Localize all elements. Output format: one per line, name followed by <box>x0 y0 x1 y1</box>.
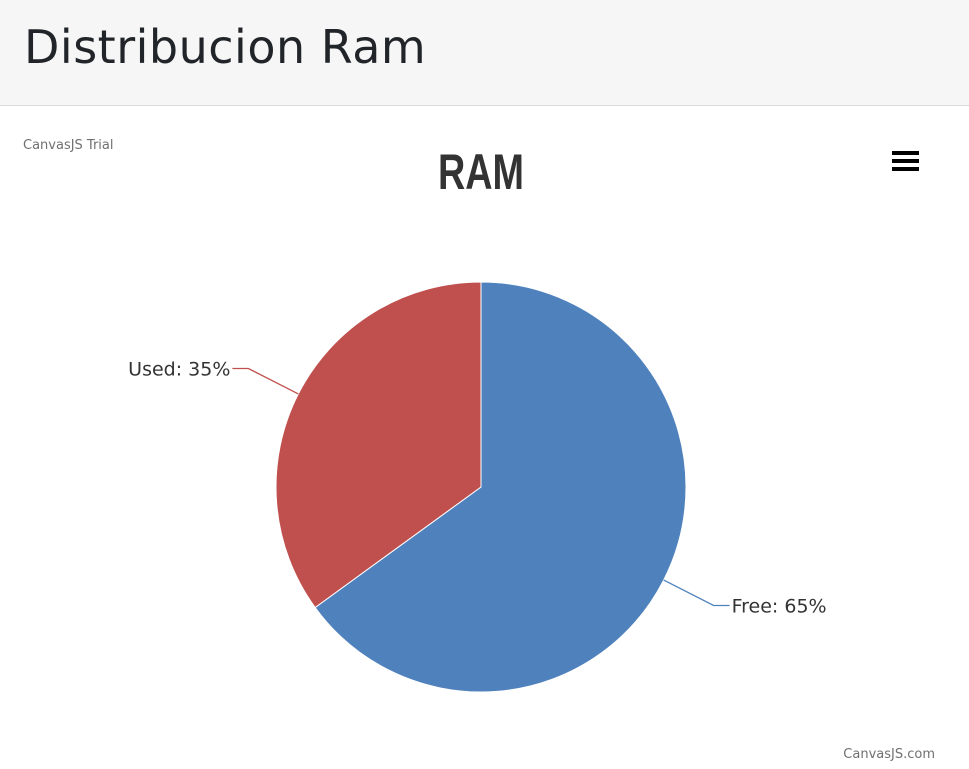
canvasjs-credit-link[interactable]: CanvasJS.com <box>843 747 935 762</box>
hamburger-menu-icon <box>892 151 919 155</box>
label-leader-line-used <box>232 367 299 395</box>
hamburger-menu-icon-bar <box>892 167 919 171</box>
pie-slice-used[interactable] <box>275 281 482 609</box>
pie-slice-free[interactable] <box>314 281 687 693</box>
label-leader-line-free <box>663 579 730 607</box>
chart-title: RAM <box>438 144 524 200</box>
pie-chart: RAM Free: 65% Used: 35% <box>128 144 827 693</box>
page-header: Distribucion Ram <box>0 0 969 106</box>
pie-label-used: Used: 35% <box>128 359 230 381</box>
trial-watermark: CanvasJS Trial <box>23 138 114 153</box>
hamburger-menu-icon-bar <box>892 159 919 163</box>
page-title: Distribucion Ram <box>24 20 427 74</box>
chart-container: RAM Free: 65% Used: 35% CanvasJS Trial Ca… <box>0 107 969 769</box>
pie-slices <box>275 281 687 693</box>
pie-labels: Free: 65% Used: 35% <box>128 359 826 618</box>
chart-menu-button[interactable] <box>888 147 922 177</box>
pie-label-free: Free: 65% <box>732 596 827 618</box>
